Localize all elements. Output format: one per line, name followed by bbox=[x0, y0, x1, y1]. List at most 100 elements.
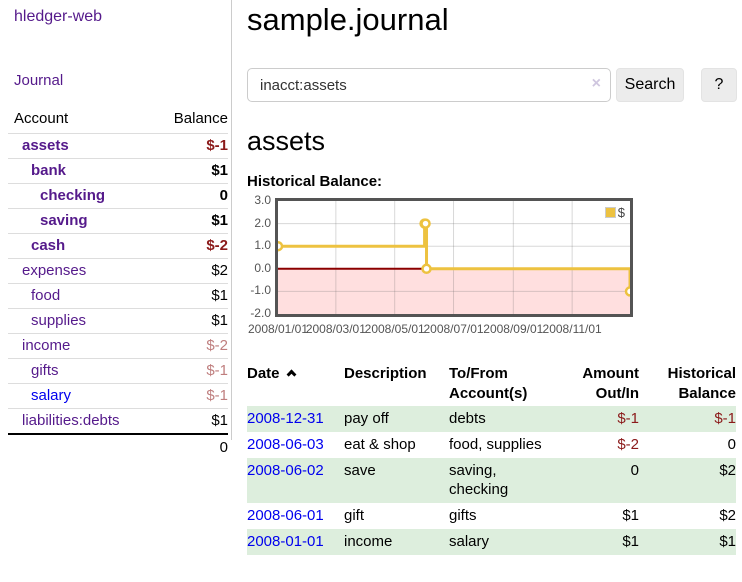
register-row: 2008-12-31 pay off debts $-1 $-1 bbox=[247, 406, 736, 432]
main-content: sample.journal × Search ? assets Histori… bbox=[232, 0, 742, 555]
accounts-table: Account Balance assets $-1 bank $1 checking 0… bbox=[8, 107, 228, 460]
transaction-description: gift bbox=[344, 507, 365, 524]
account-row: saving $1 bbox=[8, 208, 228, 234]
transaction-date-link[interactable]: 2008-06-01 bbox=[247, 507, 324, 524]
register-col-date[interactable]: Date bbox=[247, 362, 344, 406]
y-axis-tick-label: 1.0 bbox=[254, 238, 271, 253]
chart-plot-area: $ bbox=[275, 198, 633, 317]
transaction-date-link[interactable]: 2008-06-03 bbox=[247, 436, 324, 453]
account-link-salary[interactable]: salary bbox=[31, 387, 72, 404]
legend-swatch-icon bbox=[604, 207, 616, 218]
y-axis-tick-label: -1.0 bbox=[250, 283, 271, 298]
account-row: bank $1 bbox=[8, 158, 228, 184]
register-col-accounts: To/From Account(s) bbox=[449, 365, 528, 402]
account-link-income[interactable]: income bbox=[22, 337, 71, 354]
register-header-row: Date Description To/From Account(s) Amou… bbox=[247, 362, 736, 406]
y-axis-tick-label: 3.0 bbox=[254, 193, 271, 207]
historical-balance-chart: $ 3.0 2.0 1.0 0.0 -1.0 -2.0 2008/01/01 2008/03/… bbox=[247, 193, 727, 340]
account-row: liabilities:debts $1 bbox=[8, 408, 228, 435]
page-title: sample.journal bbox=[247, 2, 449, 37]
transaction-accounts: gifts bbox=[449, 507, 477, 524]
transaction-balance: 0 bbox=[727, 436, 736, 453]
register-col-balance: Historical Balance bbox=[667, 365, 736, 402]
account-balance: $1 bbox=[211, 312, 228, 329]
legend-label: $ bbox=[617, 205, 625, 220]
help-button[interactable]: ? bbox=[701, 68, 737, 102]
account-balance: $1 bbox=[211, 212, 228, 229]
account-balance: $-2 bbox=[206, 337, 228, 354]
transaction-date-link[interactable]: 2008-12-31 bbox=[247, 410, 324, 427]
search-button[interactable]: Search bbox=[616, 68, 684, 102]
x-axis-tick-label: 2008/09/01 bbox=[483, 322, 544, 336]
app-title-link[interactable]: hledger-web bbox=[14, 8, 103, 25]
y-axis-tick-label: 2.0 bbox=[254, 215, 271, 230]
chart-legend: $ bbox=[602, 204, 627, 221]
transaction-description: pay off bbox=[344, 410, 389, 427]
accounts-total-value: 0 bbox=[219, 439, 228, 456]
account-row: assets $-1 bbox=[8, 133, 228, 159]
account-link-bank[interactable]: bank bbox=[31, 162, 67, 179]
accounts-total-row: 0 bbox=[8, 434, 228, 460]
x-axis-tick-label: 2008/11/01 bbox=[542, 322, 602, 336]
sort-ascending-icon bbox=[286, 369, 296, 380]
account-balance: $1 bbox=[211, 412, 228, 429]
transaction-amount: $-2 bbox=[617, 436, 639, 453]
accounts-header-row: Account Balance bbox=[8, 107, 228, 134]
register-row: 2008-01-01 income salary $1 $1 bbox=[247, 529, 736, 555]
account-link-expenses[interactable]: expenses bbox=[22, 262, 87, 279]
y-axis-tick-label: 0.0 bbox=[254, 260, 271, 275]
account-balance: $-1 bbox=[206, 362, 228, 379]
account-link-saving[interactable]: saving bbox=[40, 212, 88, 229]
account-row: food $1 bbox=[8, 283, 228, 309]
register-row: 2008-06-02 save saving, checking 0 $2 bbox=[247, 458, 736, 503]
transaction-accounts: food, supplies bbox=[449, 436, 542, 453]
account-link-assets[interactable]: assets bbox=[22, 137, 69, 154]
transaction-date-link[interactable]: 2008-06-02 bbox=[247, 462, 324, 479]
account-link-liabilities-debts[interactable]: liabilities:debts bbox=[22, 412, 120, 429]
x-axis-tick-label: 2008/07/01 bbox=[423, 322, 484, 336]
transaction-accounts: salary bbox=[449, 533, 490, 550]
transaction-balance: $1 bbox=[719, 533, 736, 550]
transaction-balance: $2 bbox=[719, 507, 736, 524]
transaction-date-link[interactable]: 2008-01-01 bbox=[247, 533, 324, 550]
account-row: gifts $-1 bbox=[8, 358, 228, 384]
account-link-food[interactable]: food bbox=[31, 287, 61, 304]
register-table: Date Description To/From Account(s) Amou… bbox=[247, 362, 736, 555]
transaction-description: eat & shop bbox=[344, 436, 416, 453]
x-axis-tick-label: 2008/05/01 bbox=[364, 322, 425, 336]
search-bar: × Search ? bbox=[247, 68, 742, 102]
transaction-amount: $1 bbox=[622, 507, 639, 524]
transaction-balance: $2 bbox=[719, 462, 736, 479]
accounts-col-account: Account bbox=[14, 110, 69, 127]
sidebar: hledger-web Journal Account Balance asse… bbox=[0, 0, 232, 456]
transaction-accounts: debts bbox=[449, 410, 486, 427]
clear-search-icon[interactable]: × bbox=[591, 75, 601, 92]
account-row: supplies $1 bbox=[8, 308, 228, 334]
register-col-description: Description bbox=[344, 365, 427, 382]
account-row: cash $-2 bbox=[8, 233, 228, 259]
account-link-cash[interactable]: cash bbox=[31, 237, 66, 254]
transaction-amount: $-1 bbox=[617, 410, 639, 427]
transaction-accounts: saving, checking bbox=[449, 462, 509, 498]
account-balance: $-1 bbox=[206, 387, 228, 404]
transaction-balance: $-1 bbox=[714, 410, 736, 427]
account-balance: $-1 bbox=[206, 137, 228, 154]
chart-label: Historical Balance: bbox=[247, 173, 383, 190]
search-input[interactable] bbox=[247, 68, 611, 102]
account-balance: $2 bbox=[211, 262, 228, 279]
accounts-col-balance: Balance bbox=[173, 110, 228, 127]
transaction-amount: 0 bbox=[630, 462, 639, 479]
transaction-description: save bbox=[344, 462, 376, 479]
account-link-checking[interactable]: checking bbox=[40, 187, 106, 204]
account-link-supplies[interactable]: supplies bbox=[31, 312, 87, 329]
register-col-amount: Amount Out/In bbox=[582, 365, 639, 402]
account-link-gifts[interactable]: gifts bbox=[31, 362, 59, 379]
account-heading: assets bbox=[247, 126, 326, 156]
y-axis-tick-label: -2.0 bbox=[250, 306, 271, 320]
transaction-amount: $1 bbox=[622, 533, 639, 550]
account-row: income $-2 bbox=[8, 333, 228, 359]
sidebar-item-journal[interactable]: Journal bbox=[14, 72, 64, 89]
account-row: checking 0 bbox=[8, 183, 228, 209]
register-row: 2008-06-01 gift gifts $1 $2 bbox=[247, 503, 736, 529]
register-row: 2008-06-03 eat & shop food, supplies $-2 0 bbox=[247, 432, 736, 458]
